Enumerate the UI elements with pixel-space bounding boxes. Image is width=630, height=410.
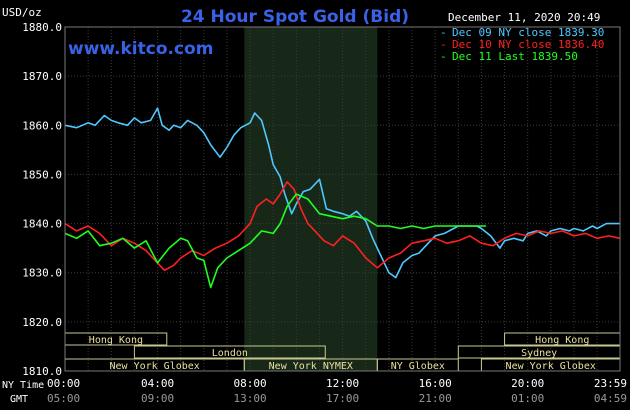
series-line-3 — [64, 193, 487, 289]
brand-watermark: www.kitco.com — [68, 39, 213, 59]
x-axis-ticks: 00:00 04:00 08:00 12:00 16:00 20:00 23:59 05:00… — [47, 377, 627, 405]
legend-item: - Dec 11 Last 1839.50 — [440, 50, 578, 63]
legend-marker: - — [440, 38, 447, 51]
y-tick-label: 1850.0 — [22, 168, 62, 181]
y-tick-label: 1830.0 — [22, 267, 62, 280]
x-tick-label-gmt: 13:00 — [234, 392, 267, 405]
legend-item: - Dec 09 NY close 1839.30 — [440, 26, 604, 39]
legend-marker: - — [440, 26, 447, 39]
y-tick-label: 1820.0 — [22, 316, 62, 329]
chart-legend: - Dec 09 NY close 1839.30- Dec 10 NY close… — [440, 26, 604, 63]
y-tick-label: 1870.0 — [22, 70, 62, 83]
y-tick-label: 1840.0 — [22, 218, 62, 231]
legend-item: - Dec 10 NY close 1836.40 — [440, 38, 604, 51]
y-tick-label: 1810.0 — [22, 365, 62, 378]
x-tick-label-ny: 12:00 — [326, 377, 359, 390]
y-axis-ticks: 1880.0 1870.0 1860.0 1850.0 1840.0 1830.0 1820… — [22, 21, 62, 378]
plot-frame — [64, 26, 621, 372]
session-label: New York Globex — [109, 361, 199, 372]
y-tick-label: 1860.0 — [22, 119, 62, 132]
price-series — [64, 107, 621, 289]
chart-title: 24 Hour Spot Gold (Bid) — [181, 7, 409, 27]
y-tick-label: 1880.0 — [22, 21, 62, 34]
x-tick-label-ny: 20:00 — [511, 377, 544, 390]
session-label: Hong Kong — [535, 335, 589, 346]
series-line-2 — [64, 181, 621, 272]
x-tick-label-ny: 23:59 — [594, 377, 627, 390]
series-line-1 — [64, 107, 620, 279]
session-label: New York Globex — [506, 361, 596, 372]
x-tick-label-gmt: 04:59 — [594, 392, 627, 405]
y-axis-label: USD/oz — [2, 6, 42, 19]
legend-marker: - — [440, 50, 447, 63]
session-label: Sydney — [521, 348, 557, 359]
legend-label: Dec 10 NY close 1836.40 — [452, 38, 604, 51]
x-tick-label-gmt: 09:00 — [141, 392, 174, 405]
ny-market-hours-band — [244, 27, 378, 371]
x-tick-label-gmt: 17:00 — [326, 392, 359, 405]
session-label: Hong Kong — [89, 335, 143, 346]
legend-label: Dec 09 NY close 1839.30 — [452, 26, 604, 39]
chart-timestamp: December 11, 2020 20:49 — [448, 11, 600, 24]
x-tick-label-gmt: 21:00 — [419, 392, 452, 405]
x-tick-label-ny: 00:00 — [47, 377, 80, 390]
x-tick-label-gmt: 05:00 — [47, 392, 80, 405]
x-tick-label-ny: 08:00 — [234, 377, 267, 390]
market-session: London — [133, 345, 326, 359]
session-bar — [133, 345, 326, 359]
legend-label: Dec 11 Last 1839.50 — [452, 50, 578, 63]
ny-time-axis-label: NY Time — [2, 380, 44, 391]
x-tick-label-ny: 16:00 — [419, 377, 452, 390]
session-label: London — [212, 348, 248, 359]
x-tick-label-ny: 04:00 — [141, 377, 174, 390]
session-label: NY Globex — [391, 361, 445, 372]
gmt-axis-label: GMT — [10, 394, 28, 405]
x-tick-label-gmt: 01:00 — [511, 392, 544, 405]
session-label: New York NYMEX — [269, 361, 353, 372]
